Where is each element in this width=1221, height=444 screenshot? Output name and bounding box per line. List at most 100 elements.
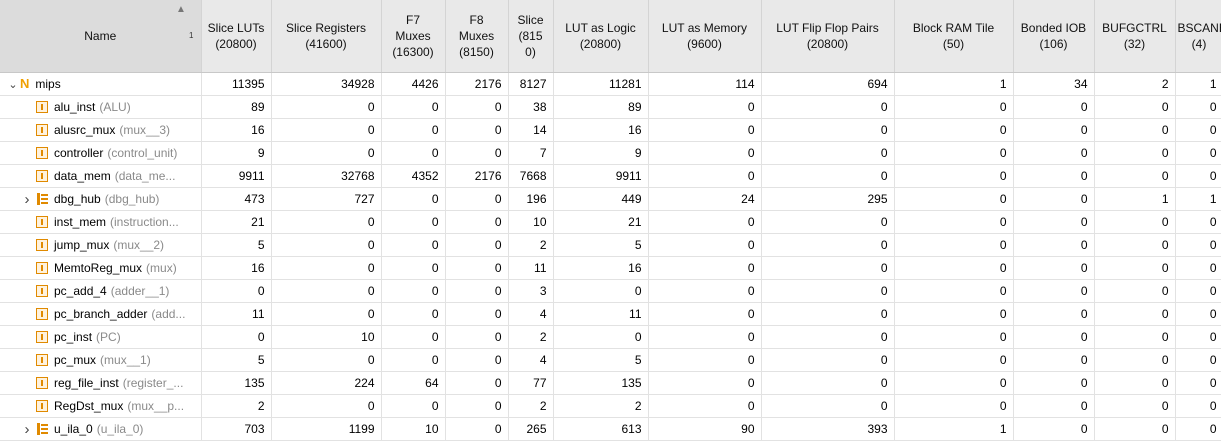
value-cell: 3 — [508, 279, 554, 303]
value-cell: 0 — [1094, 256, 1176, 280]
name-cell[interactable]: data_mem (data_me... — [0, 164, 202, 188]
column-header[interactable]: Slice Registers (41600) — [271, 0, 382, 73]
table-row[interactable]: jump_mux (mux__2) 5 0 0 0 2 5 0 0 0 0 0 0 — [0, 233, 1221, 257]
value-cell: 0 — [201, 279, 272, 303]
value-cell: 9 — [553, 141, 649, 165]
name-cell[interactable]: pc_inst (PC) — [0, 325, 202, 349]
value-cell: 0 — [1094, 417, 1176, 441]
table-row[interactable]: pc_mux (mux__1) 5 0 0 0 4 5 0 0 0 0 0 0 — [0, 348, 1221, 372]
column-header[interactable]: LUT as Logic (20800) — [553, 0, 649, 73]
column-header[interactable]: BUFGCTRL (32) — [1094, 0, 1176, 73]
value-cell: 0 — [1013, 141, 1095, 165]
value-cell: 0 — [761, 164, 895, 188]
instance-icon — [36, 216, 48, 228]
column-header[interactable]: F8 Muxes (8150) — [445, 0, 509, 73]
table-row[interactable]: › dbg_hub (dbg_hub) 473 727 0 0 196 449 24 295 0 0 1 1 — [0, 187, 1221, 211]
module-name: (adder__1) — [110, 284, 170, 298]
module-name: (u_ila_0) — [96, 422, 144, 436]
table-row[interactable]: MemtoReg_mux (mux) 16 0 0 0 11 16 0 0 0 0 0 0 — [0, 256, 1221, 280]
value-cell: 0 — [1175, 279, 1221, 303]
name-cell[interactable]: RegDst_mux (mux__p... — [0, 394, 202, 418]
value-cell: 0 — [381, 95, 446, 119]
table-row[interactable]: › u_ila_0 (u_ila_0) 703 1199 10 0 265 613 90 393 1 0… — [0, 417, 1221, 441]
value-cell: 0 — [271, 279, 382, 303]
column-header-name[interactable]: ▲ Name 1 — [0, 0, 202, 73]
column-header[interactable]: Slice (815 0) — [508, 0, 554, 73]
column-header[interactable]: Bonded IOB (106) — [1013, 0, 1095, 73]
instance-name: pc_mux — [54, 353, 97, 367]
table-row[interactable]: reg_file_inst (register_... 135 224 64 0 77 135… — [0, 371, 1221, 395]
value-cell: 16 — [553, 118, 649, 142]
column-header-name-label: Name — [84, 29, 117, 43]
table-row[interactable]: pc_inst (PC) 0 10 0 0 2 0 0 0 0 0 0 0 — [0, 325, 1221, 349]
column-header[interactable]: LUT Flip Flop Pairs (20800) — [761, 0, 895, 73]
value-cell: 473 — [201, 187, 272, 211]
value-cell: 10 — [508, 210, 554, 234]
value-cell: 0 — [1094, 279, 1176, 303]
value-cell: 4352 — [381, 164, 446, 188]
value-cell: 0 — [1013, 417, 1095, 441]
name-cell[interactable]: › u_ila_0 (u_ila_0) — [0, 417, 202, 441]
value-cell: 0 — [894, 210, 1014, 234]
value-cell: 21 — [201, 210, 272, 234]
table-row[interactable]: pc_branch_adder (add... 11 0 0 0 4 11 0 0 0 0 0 0 — [0, 302, 1221, 326]
value-cell: 0 — [1013, 95, 1095, 119]
name-cell[interactable]: inst_mem (instruction... — [0, 210, 202, 234]
table-row[interactable]: pc_add_4 (adder__1) 0 0 0 0 3 0 0 0 0 0 0 0 — [0, 279, 1221, 303]
table-row[interactable]: alu_inst (ALU) 89 0 0 0 38 89 0 0 0 0 0 0 — [0, 95, 1221, 119]
value-cell: 0 — [1175, 233, 1221, 257]
column-header[interactable]: BSCANE2(4) — [1175, 0, 1221, 73]
table-row[interactable]: controller (control_unit) 9 0 0 0 7 9 0 0 0 0 0 0 — [0, 141, 1221, 165]
name-cell[interactable]: MemtoReg_mux (mux) — [0, 256, 202, 280]
collapse-chevron-icon[interactable]: › — [24, 190, 30, 208]
name-cell[interactable]: pc_branch_adder (add... — [0, 302, 202, 326]
value-cell: 11395 — [201, 72, 272, 96]
column-header[interactable]: LUT as Memory (9600) — [648, 0, 762, 73]
instance-icon — [36, 147, 48, 159]
value-cell: 0 — [271, 256, 382, 280]
expand-chevron-icon[interactable]: ⌄ — [8, 78, 18, 91]
value-cell: 0 — [894, 394, 1014, 418]
instance-name: controller — [54, 146, 104, 160]
name-cell[interactable]: pc_mux (mux__1) — [0, 348, 202, 372]
name-cell[interactable]: › dbg_hub (dbg_hub) — [0, 187, 202, 211]
name-cell[interactable]: jump_mux (mux__2) — [0, 233, 202, 257]
value-cell: 0 — [271, 210, 382, 234]
collapse-chevron-icon[interactable]: › — [24, 420, 30, 438]
column-header[interactable]: Slice LUTs (20800) — [201, 0, 272, 73]
table-row[interactable]: inst_mem (instruction... 21 0 0 0 10 21 0 0 0 0 0 0 — [0, 210, 1221, 234]
value-cell: 0 — [1175, 417, 1221, 441]
value-cell: 0 — [648, 371, 762, 395]
name-cell[interactable]: controller (control_unit) — [0, 141, 202, 165]
hierarchy-icon — [36, 423, 48, 435]
instance-icon — [36, 285, 48, 297]
value-cell: 0 — [1013, 325, 1095, 349]
column-header[interactable]: Block RAM Tile (50) — [894, 0, 1014, 73]
value-cell: 0 — [381, 256, 446, 280]
value-cell: 0 — [445, 348, 509, 372]
value-cell: 10 — [381, 417, 446, 441]
module-name: (mux) — [146, 261, 177, 275]
name-cell[interactable]: reg_file_inst (register_... — [0, 371, 202, 395]
table-row[interactable]: alusrc_mux (mux__3) 16 0 0 0 14 16 0 0 0 0 0 0 — [0, 118, 1221, 142]
name-cell[interactable]: alu_inst (ALU) — [0, 95, 202, 119]
value-cell: 2 — [508, 325, 554, 349]
value-cell: 0 — [271, 348, 382, 372]
table-row[interactable]: data_mem (data_me... 9911 32768 4352 2176 7668… — [0, 164, 1221, 188]
value-cell: 5 — [553, 233, 649, 257]
value-cell: 14 — [508, 118, 554, 142]
value-cell: 2 — [508, 394, 554, 418]
instance-name: alusrc_mux — [54, 123, 116, 137]
name-cell[interactable]: alusrc_mux (mux__3) — [0, 118, 202, 142]
value-cell: 0 — [1175, 95, 1221, 119]
value-cell: 0 — [1013, 371, 1095, 395]
name-cell[interactable]: pc_add_4 (adder__1) — [0, 279, 202, 303]
value-cell: 0 — [894, 279, 1014, 303]
column-header[interactable]: F7 Muxes (16300) — [381, 0, 446, 73]
module-name: (ALU) — [99, 100, 131, 114]
table-row[interactable]: RegDst_mux (mux__p... 2 0 0 0 2 2 0 0 0 0 0 0 — [0, 394, 1221, 418]
value-cell: 0 — [761, 141, 895, 165]
value-cell: 0 — [894, 164, 1014, 188]
